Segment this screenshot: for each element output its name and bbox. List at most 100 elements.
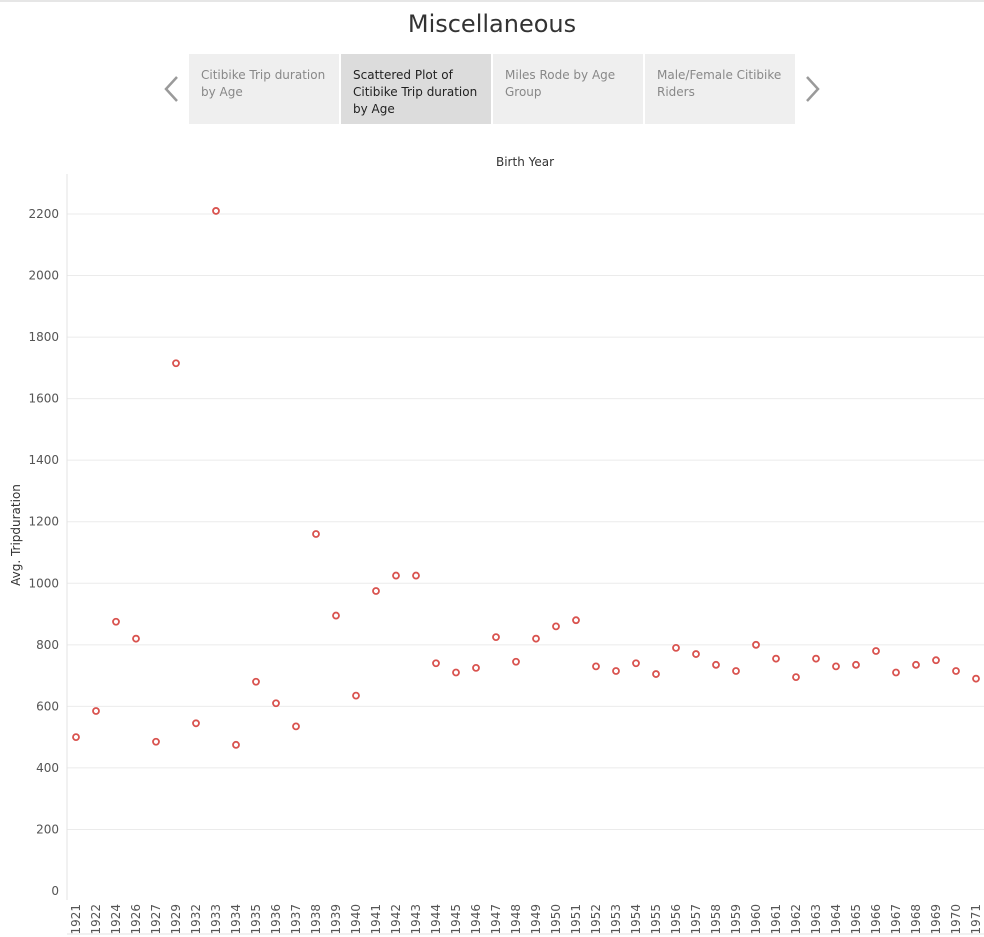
x-tick-label: 1969 xyxy=(929,904,943,935)
data-point[interactable] xyxy=(932,656,940,665)
y-tick-labels: 0 200 400 600 800 1000 1200 1400 1600 1800 2000 220… xyxy=(28,207,59,898)
x-tick-label: 1922 xyxy=(89,904,103,935)
data-point[interactable] xyxy=(112,617,120,626)
x-tick-label: 1952 xyxy=(589,904,603,935)
data-point[interactable] xyxy=(132,634,140,643)
x-tick-label: 1949 xyxy=(529,904,543,935)
data-point[interactable] xyxy=(492,633,500,642)
data-point[interactable] xyxy=(752,640,760,649)
x-tick-label: 1936 xyxy=(269,904,283,935)
data-point[interactable] xyxy=(692,650,700,658)
x-tick-label: 1957 xyxy=(689,904,703,935)
data-point[interactable] xyxy=(372,587,380,595)
data-point[interactable] xyxy=(472,663,480,672)
data-point[interactable] xyxy=(532,634,540,643)
x-tick-label: 1970 xyxy=(949,904,963,935)
data-point[interactable] xyxy=(772,654,780,663)
data-point[interactable] xyxy=(432,659,440,668)
chart-svg: Birth Year Avg. Tripduration 0 200 400 600 8… xyxy=(9,155,984,935)
x-tick-label: 1959 xyxy=(729,904,743,935)
next-story-button[interactable] xyxy=(800,72,824,106)
x-tick-label: 1921 xyxy=(69,904,83,935)
x-tick-label: 1940 xyxy=(349,904,363,935)
data-point[interactable] xyxy=(412,571,420,580)
chevron-right-icon xyxy=(806,76,820,102)
data-point[interactable] xyxy=(92,707,100,715)
y-tick-label: 1200 xyxy=(28,515,59,529)
data-point[interactable] xyxy=(232,740,240,749)
story-navigator: Citibike Trip duration by Age Scattered … xyxy=(160,54,830,124)
data-point[interactable] xyxy=(852,660,860,669)
data-point[interactable] xyxy=(792,673,800,682)
x-tick-label: 1951 xyxy=(569,904,583,935)
x-tick-label: 1967 xyxy=(889,904,903,935)
x-tick-label: 1958 xyxy=(709,904,723,935)
x-tick-label: 1964 xyxy=(829,904,843,935)
chevron-left-icon xyxy=(164,76,178,102)
data-point[interactable] xyxy=(392,571,400,580)
story-tab-scatter-plot[interactable]: Scattered Plot of Citibike Trip duration… xyxy=(341,54,491,124)
y-axis-title: Avg. Tripduration xyxy=(9,484,23,586)
data-point[interactable] xyxy=(312,530,320,538)
data-point[interactable] xyxy=(212,207,220,215)
data-point[interactable] xyxy=(572,616,580,625)
data-point[interactable] xyxy=(352,691,360,700)
x-tick-label: 1929 xyxy=(169,904,183,935)
data-point[interactable] xyxy=(652,670,660,678)
data-point[interactable] xyxy=(152,737,160,746)
data-point[interactable] xyxy=(812,654,820,663)
x-tick-label: 1943 xyxy=(409,904,423,935)
data-point[interactable] xyxy=(892,668,900,677)
x-axis-title: Birth Year xyxy=(496,155,554,169)
data-point[interactable] xyxy=(632,659,640,668)
x-tick-label: 1963 xyxy=(809,904,823,935)
x-tick-label: 1948 xyxy=(509,904,523,935)
data-point[interactable] xyxy=(592,662,600,671)
story-tab-miles-by-age-group[interactable]: Miles Rode by Age Group xyxy=(493,54,643,124)
x-tick-labels: 1921 1922 1924 1926 1927 1929 1932 1933 1934 1935… xyxy=(69,904,983,935)
data-point[interactable] xyxy=(452,668,460,677)
x-tick-label: 1962 xyxy=(789,904,803,935)
story-tab-male-female-riders[interactable]: Male/Female Citibike Riders xyxy=(645,54,795,124)
data-point[interactable] xyxy=(292,722,300,731)
x-tick-label: 1932 xyxy=(189,904,203,935)
data-point[interactable] xyxy=(972,674,980,683)
x-tick-label: 1926 xyxy=(129,904,143,935)
x-tick-label: 1942 xyxy=(389,904,403,935)
data-point[interactable] xyxy=(612,667,620,675)
data-point[interactable] xyxy=(172,359,180,368)
gridlines xyxy=(67,213,984,830)
previous-story-button[interactable] xyxy=(160,72,184,106)
data-point[interactable] xyxy=(252,677,260,686)
x-tick-label: 1946 xyxy=(469,904,483,935)
x-tick-label: 1965 xyxy=(849,904,863,935)
data-point[interactable] xyxy=(872,647,880,655)
x-tick-label: 1956 xyxy=(669,904,683,935)
y-tick-label: 200 xyxy=(36,822,59,836)
data-point[interactable] xyxy=(712,660,720,669)
y-tick-label: 1000 xyxy=(28,576,59,590)
data-point[interactable] xyxy=(552,622,560,631)
story-tab-trip-duration-by-age[interactable]: Citibike Trip duration by Age xyxy=(189,54,339,124)
data-point[interactable] xyxy=(72,733,80,742)
data-point[interactable] xyxy=(512,657,520,666)
x-tick-label: 1941 xyxy=(369,904,383,935)
y-tick-label: 2000 xyxy=(28,269,59,283)
data-point[interactable] xyxy=(332,611,340,620)
y-tick-label: 400 xyxy=(36,761,59,775)
x-tick-label: 1939 xyxy=(329,904,343,935)
data-point[interactable] xyxy=(912,660,920,669)
data-point[interactable] xyxy=(272,699,280,708)
data-point[interactable] xyxy=(732,667,740,675)
data-points xyxy=(72,207,980,749)
x-tick-label: 1971 xyxy=(969,904,983,935)
data-point[interactable] xyxy=(832,662,840,671)
x-tick-label: 1954 xyxy=(629,904,643,935)
top-border xyxy=(0,0,984,2)
x-tick-label: 1950 xyxy=(549,904,563,935)
data-point[interactable] xyxy=(672,643,680,652)
x-tick-label: 1961 xyxy=(769,904,783,935)
data-point[interactable] xyxy=(952,667,960,675)
data-point[interactable] xyxy=(192,719,200,728)
x-tick-label: 1934 xyxy=(229,904,243,935)
